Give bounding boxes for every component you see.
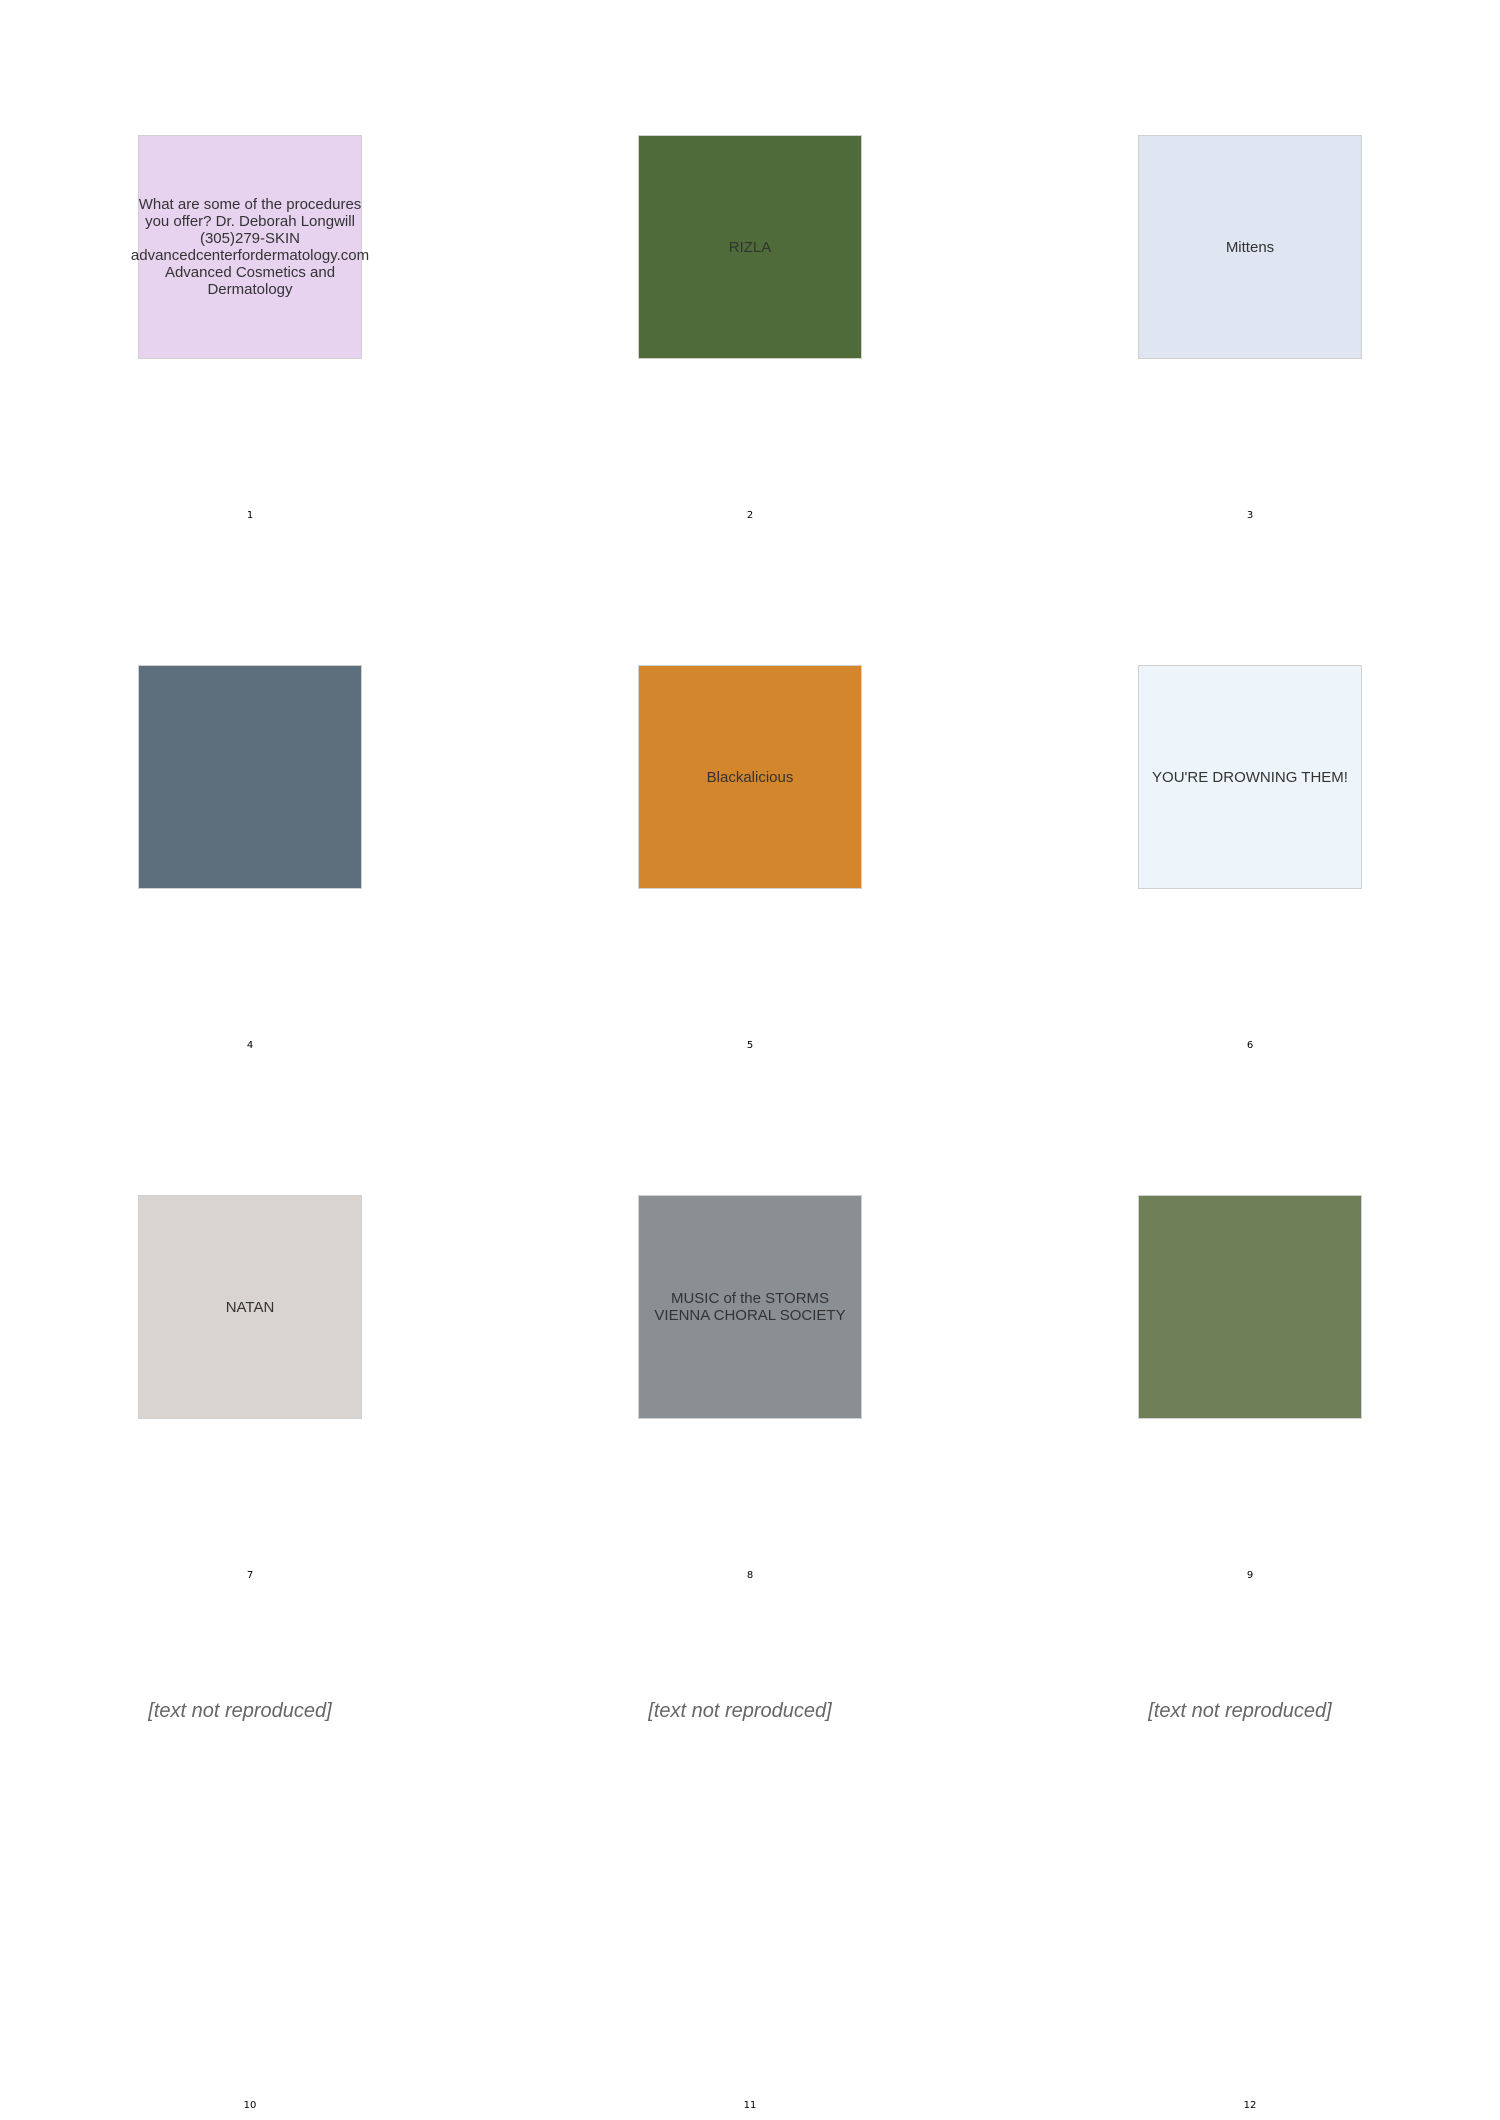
- panel-number: 3: [1246, 510, 1254, 521]
- withheld-text: [text not reproduced]: [648, 1700, 832, 1722]
- panel-9: [1138, 1195, 1362, 1419]
- panel-image: Blackalicious: [638, 665, 862, 889]
- panel-number: 10: [243, 2100, 257, 2111]
- panel-number: 1: [246, 510, 254, 521]
- panel-image: RIZLA: [638, 135, 862, 359]
- panel-number: 12: [1243, 2100, 1257, 2111]
- panel-number: 7: [246, 1570, 254, 1581]
- panel-image: NATAN: [138, 1195, 362, 1419]
- panel-11: [text not reproduced]: [510, 1700, 970, 1723]
- panel-number: 9: [1246, 1570, 1254, 1581]
- panel-number: 6: [1246, 1040, 1254, 1051]
- withheld-text: [text not reproduced]: [1148, 1700, 1332, 1722]
- panel-12: [text not reproduced]: [1010, 1700, 1470, 1723]
- panel-number: 5: [746, 1040, 754, 1051]
- panel-number: 4: [246, 1040, 254, 1051]
- panel-image: [1138, 1195, 1362, 1419]
- panel-6: YOU'RE DROWNING THEM!: [1138, 665, 1362, 889]
- panel-image: [138, 665, 362, 889]
- panel-number: 11: [743, 2100, 757, 2111]
- withheld-text: [text not reproduced]: [148, 1700, 332, 1722]
- panel-10: [text not reproduced]: [10, 1700, 470, 1723]
- panel-image: Mittens: [1138, 135, 1362, 359]
- panel-2: RIZLA: [638, 135, 862, 359]
- panel-image: YOU'RE DROWNING THEM!: [1138, 665, 1362, 889]
- panel-image: MUSIC of the STORMS VIENNA CHORAL SOCIET…: [638, 1195, 862, 1419]
- panel-4: [138, 665, 362, 889]
- panel-image: What are some of the procedures you offe…: [131, 135, 369, 359]
- panel-3: Mittens: [1138, 135, 1362, 359]
- panel-1: What are some of the procedures you offe…: [131, 135, 369, 359]
- panel-number: 2: [746, 510, 754, 521]
- panel-7: NATAN: [138, 1195, 362, 1419]
- panel-8: MUSIC of the STORMS VIENNA CHORAL SOCIET…: [638, 1195, 862, 1419]
- panel-5: Blackalicious: [638, 665, 862, 889]
- panel-number: 8: [746, 1570, 754, 1581]
